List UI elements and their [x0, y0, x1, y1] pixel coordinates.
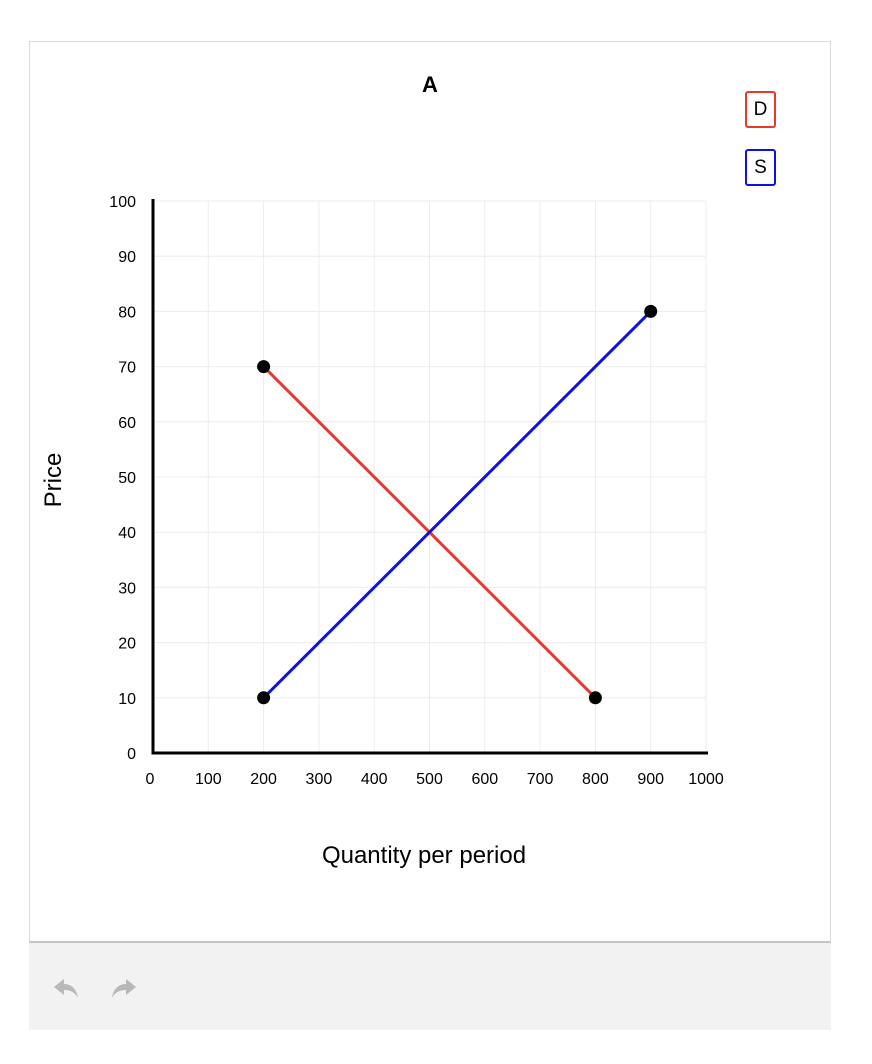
series-S — [257, 304, 658, 705]
series-point-D[interactable] — [588, 691, 602, 705]
toolbar — [29, 943, 831, 1030]
y-tick-label: 30 — [118, 580, 136, 597]
y-tick-label: 90 — [118, 249, 136, 266]
y-tick-label: 40 — [118, 525, 136, 542]
y-tick-label: 10 — [118, 691, 136, 708]
x-tick-label: 600 — [471, 771, 498, 788]
x-tick-label: 100 — [195, 771, 222, 788]
x-axis-label: Quantity per period — [322, 842, 526, 869]
series-point-S[interactable] — [644, 304, 658, 318]
series-point-D[interactable] — [257, 360, 271, 374]
axes — [151, 199, 708, 755]
legend-item-S[interactable]: S — [745, 149, 776, 186]
y-tick-label: 50 — [118, 470, 136, 487]
x-tick-label: 900 — [637, 771, 664, 788]
x-tick-label: 500 — [416, 771, 443, 788]
y-tick-label: 20 — [118, 636, 136, 653]
y-tick-label: 0 — [127, 746, 136, 763]
y-tick-label: 70 — [118, 360, 136, 377]
x-tick-label: 1000 — [688, 771, 724, 788]
series-line-S[interactable] — [262, 310, 652, 699]
y-axis-label: Price — [40, 453, 67, 508]
x-tick-label: 800 — [582, 771, 609, 788]
x-tick-label: 700 — [527, 771, 554, 788]
series-layer — [257, 304, 658, 705]
y-tick-label: 60 — [118, 415, 136, 432]
x-tick-label: 300 — [306, 771, 333, 788]
y-tick-label: 80 — [118, 304, 136, 321]
x-tick-label: 400 — [361, 771, 388, 788]
grid — [153, 200, 707, 753]
x-tick-label: 0 — [146, 771, 155, 788]
redo-icon — [112, 979, 136, 998]
undo-button[interactable] — [49, 973, 85, 1005]
x-tick-label: 200 — [250, 771, 277, 788]
legend-item-D[interactable]: D — [745, 91, 776, 128]
undo-icon — [54, 979, 78, 998]
chart-title: A — [422, 72, 438, 97]
y-tick-label: 100 — [109, 194, 136, 211]
series-point-S[interactable] — [257, 691, 271, 705]
redo-button[interactable] — [105, 973, 141, 1005]
